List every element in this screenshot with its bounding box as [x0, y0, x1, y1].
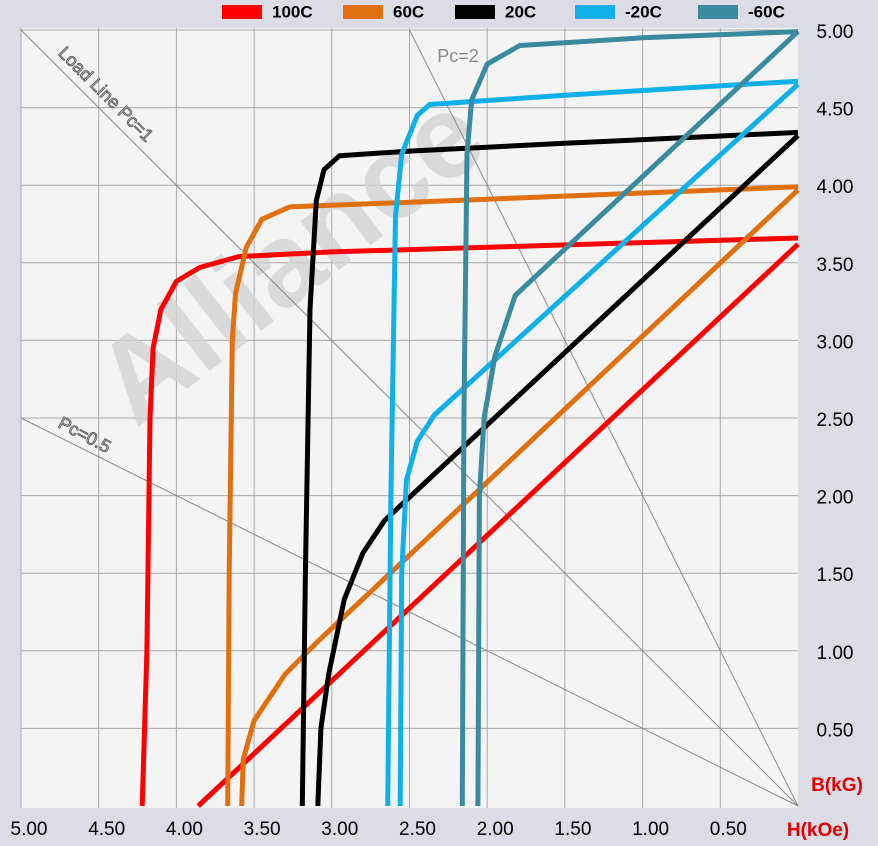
- legend-swatch: [575, 5, 615, 19]
- load-line-label: Pc=2: [437, 46, 479, 66]
- curve: [459, 29, 799, 807]
- legend-swatch: [343, 5, 383, 19]
- curve: [299, 129, 799, 807]
- curve: [315, 133, 800, 807]
- y-tick-label: 0.50: [817, 720, 854, 741]
- legend-swatch: [455, 5, 495, 19]
- y-tick-label: 2.00: [817, 488, 854, 509]
- legend-label: -20C: [625, 2, 662, 21]
- legend-label: 20C: [505, 2, 536, 21]
- curve: [385, 78, 799, 807]
- y-tick-label: 3.50: [817, 255, 854, 276]
- curve: [475, 29, 800, 807]
- load-line: [20, 29, 799, 807]
- legend-label: 100C: [272, 2, 313, 21]
- y-tick-label: 2.50: [817, 410, 854, 431]
- x-tick-label: 0.50: [710, 819, 747, 840]
- y-tick-label: 4.50: [817, 100, 854, 121]
- x-tick-label: 1.00: [632, 819, 669, 840]
- legend-label: 60C: [393, 2, 424, 21]
- x-tick-label: 4.00: [166, 819, 203, 840]
- x-tick-label: 3.50: [244, 819, 281, 840]
- y-tick-label: 4.00: [817, 177, 854, 198]
- x-axis-title: H(kOe): [787, 820, 849, 841]
- y-tick-label: 1.50: [817, 565, 854, 586]
- x-tick-label: 5.00: [11, 819, 48, 840]
- curve: [196, 242, 800, 808]
- legend-label: -60C: [748, 2, 785, 21]
- curve: [225, 184, 799, 807]
- x-tick-label: 1.50: [554, 819, 591, 840]
- curve: [139, 235, 799, 807]
- x-tick-label: 4.50: [88, 819, 125, 840]
- curve: [239, 188, 800, 807]
- legend-swatch: [698, 5, 738, 19]
- y-tick-label: 1.00: [817, 643, 854, 664]
- y-tick-label: 3.00: [817, 332, 854, 353]
- x-tick-label: 3.00: [321, 819, 358, 840]
- x-tick-label: 2.00: [477, 819, 514, 840]
- legend-swatch: [222, 5, 262, 19]
- y-tick-label: 5.00: [817, 22, 854, 43]
- x-tick-label: 2.50: [399, 819, 436, 840]
- y-axis-title: B(kG): [811, 775, 863, 796]
- load-line: [409, 29, 799, 807]
